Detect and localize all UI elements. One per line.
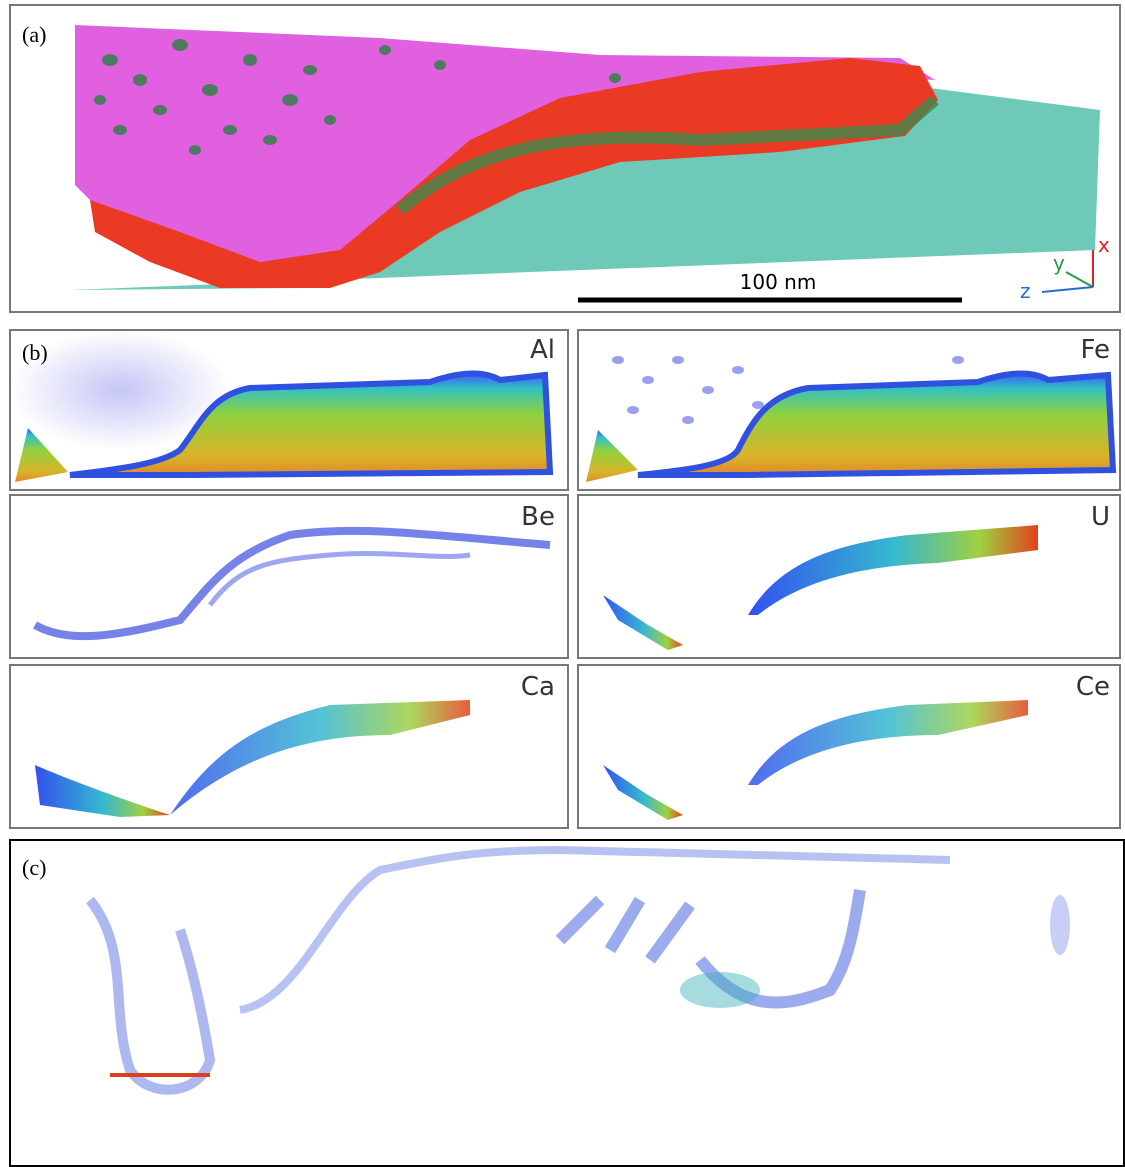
map-u: U bbox=[578, 495, 1120, 658]
map-ce: Ce bbox=[578, 665, 1120, 828]
segregation-band bbox=[90, 900, 210, 1090]
concentration-region bbox=[35, 765, 170, 817]
map-fe: Fe bbox=[578, 330, 1120, 490]
cluster bbox=[680, 972, 760, 1008]
concentration-region bbox=[748, 700, 1028, 785]
segregation-band bbox=[240, 850, 950, 1010]
element-label: Al bbox=[530, 335, 555, 365]
z-arrow bbox=[1042, 287, 1093, 292]
element-label: Fe bbox=[1080, 335, 1110, 365]
panel-frame bbox=[10, 840, 1124, 1166]
y-axis-label: y bbox=[1053, 251, 1065, 275]
panel-label: (a) bbox=[22, 22, 46, 47]
y-arrow bbox=[1066, 272, 1093, 287]
panel-label: (c) bbox=[22, 855, 46, 880]
concentration-region bbox=[603, 595, 683, 650]
concentration-region bbox=[170, 700, 470, 815]
map-ca: Ca bbox=[10, 665, 568, 828]
map-be: Be bbox=[10, 495, 568, 658]
figure: (a) 100 nm x y z Al (b) bbox=[0, 0, 1125, 1167]
panel-c: (c) bbox=[10, 840, 1124, 1166]
element-label: Ca bbox=[521, 672, 555, 702]
element-label: U bbox=[1091, 502, 1110, 532]
segregation-band bbox=[35, 531, 550, 636]
panel-b: Al (b) Fe Be U bbox=[10, 330, 1120, 828]
map-al: Al (b) bbox=[10, 330, 568, 490]
concentration-region bbox=[586, 430, 638, 482]
segregation-band bbox=[210, 554, 470, 605]
panel-label: (b) bbox=[22, 340, 48, 365]
element-label: Ce bbox=[1076, 672, 1110, 702]
cluster bbox=[1050, 895, 1070, 955]
panel-a: (a) 100 nm x y z bbox=[10, 5, 1120, 312]
element-label: Be bbox=[521, 502, 555, 532]
concentration-region bbox=[748, 525, 1038, 615]
concentration-region bbox=[603, 765, 683, 820]
x-axis-label: x bbox=[1098, 233, 1110, 257]
z-axis-label: z bbox=[1020, 279, 1031, 303]
scale-bar-label: 100 nm bbox=[740, 270, 817, 294]
